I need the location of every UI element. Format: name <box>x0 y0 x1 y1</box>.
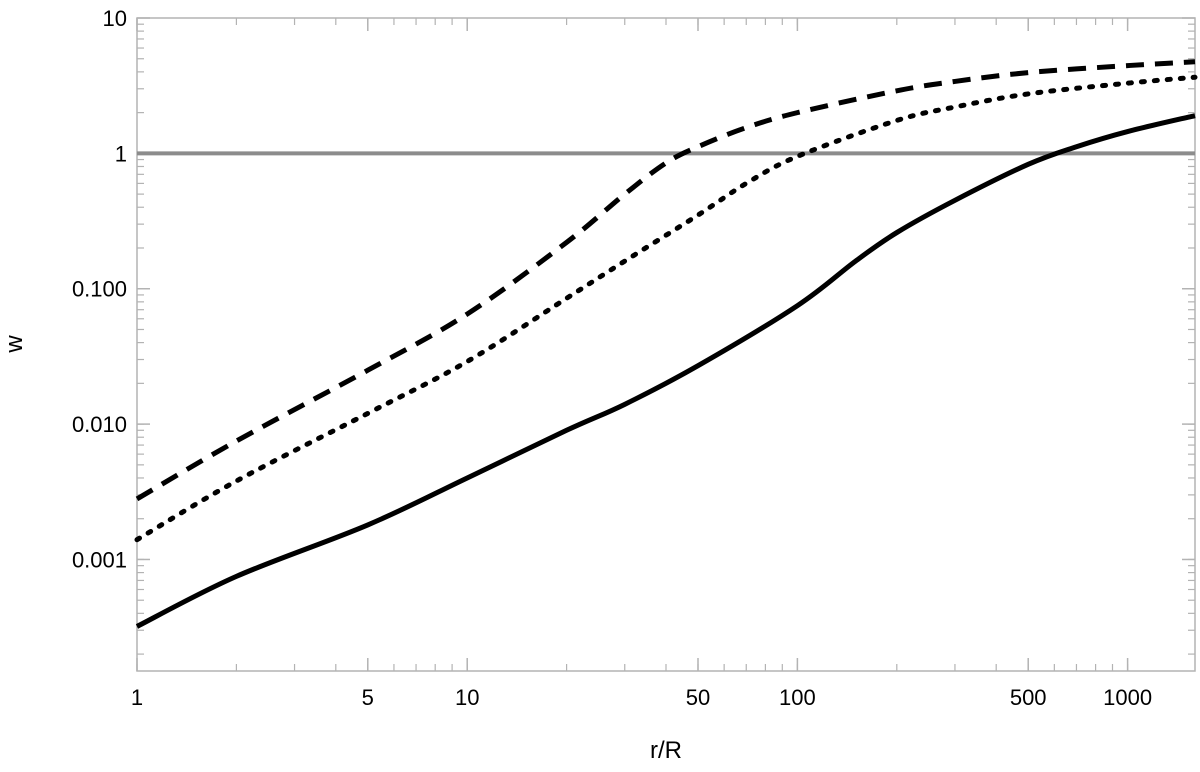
tick-labels: 1 5 10 50 100 500 1000 0.001 0.010 0.100 1 10 <box>72 6 1152 710</box>
y-axis-label: w <box>1 335 28 354</box>
x-tick-label: 5 <box>362 685 374 710</box>
series-line-solid <box>135 113 1196 629</box>
plot-frame <box>136 17 1196 672</box>
y-tick-label: 1 <box>115 141 127 166</box>
x-tick-label: 50 <box>686 685 710 710</box>
major-ticks <box>136 17 1195 671</box>
series-layer <box>134 59 1198 629</box>
series-line-dotted <box>134 74 1198 543</box>
x-tick-label: 1000 <box>1103 685 1152 710</box>
x-tick-label: 1 <box>131 685 143 710</box>
x-tick-label: 10 <box>455 685 479 710</box>
y-tick-label: 0.010 <box>72 412 127 437</box>
x-tick-label: 100 <box>779 685 816 710</box>
y-tick-label: 10 <box>103 6 127 31</box>
y-tick-label: 0.001 <box>72 547 127 572</box>
series-line-dashed <box>135 59 1196 502</box>
minor-ticks <box>136 18 1195 671</box>
x-tick-label: 500 <box>1010 685 1047 710</box>
y-tick-label: 0.100 <box>72 277 127 302</box>
x-axis-label: r/R <box>650 737 682 764</box>
